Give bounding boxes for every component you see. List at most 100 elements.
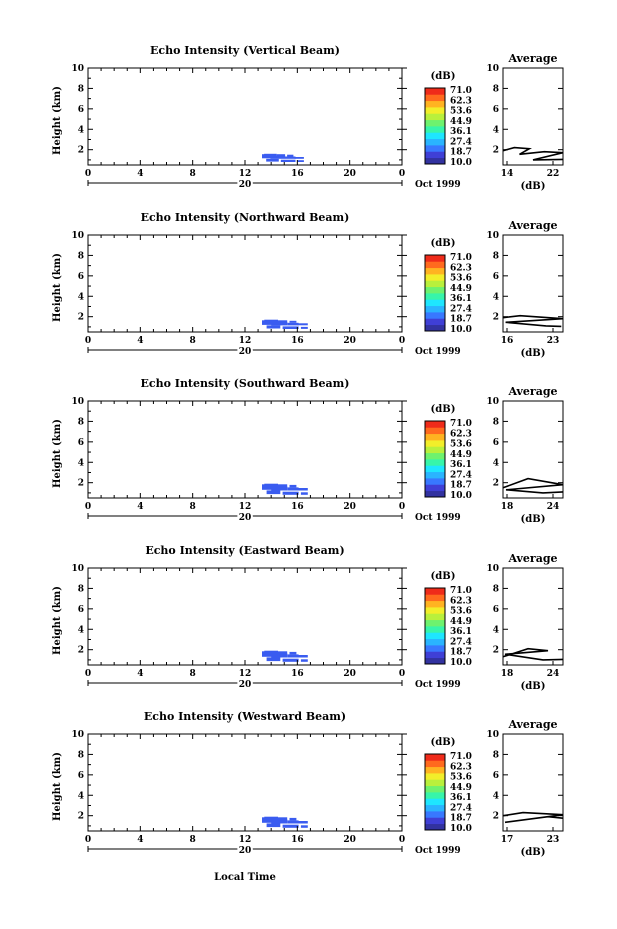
avg-x-axis-label: (dB) <box>521 348 546 359</box>
y-tick-label: 2 <box>78 812 84 822</box>
colorbar-tick-label: 71.0 <box>450 752 472 762</box>
y-tick-label: 8 <box>78 84 84 94</box>
colorbar-tick-label: 53.6 <box>450 607 472 617</box>
colorbar-tick-label: 62.3 <box>450 762 472 772</box>
colorbar-tick-label: 18.7 <box>450 481 472 491</box>
avg-y-tick-label: 10 <box>486 730 499 740</box>
y-tick-label: 8 <box>78 750 84 760</box>
colorbar-segment <box>425 100 445 108</box>
x-tick-label: 0 <box>399 169 405 179</box>
y-tick-label: 6 <box>78 272 84 282</box>
x-tick-label: 20 <box>343 669 356 679</box>
average-frame <box>502 67 564 166</box>
y-axis-label: Height (km) <box>52 752 63 821</box>
avg-y-tick-label: 4 <box>493 625 499 635</box>
colorbar-segment <box>425 600 445 608</box>
x-tick-label: 12 <box>239 835 252 845</box>
colorbar-tick-label: 10.0 <box>450 491 472 501</box>
echo-cell <box>294 157 304 159</box>
colorbar-tick-label: 27.4 <box>450 304 472 314</box>
panel-title: Echo Intensity (Northward Beam) <box>141 211 350 224</box>
date-label: Oct 1999 <box>415 347 461 357</box>
colorbar-segment <box>425 88 445 95</box>
colorbar-tick-label: 27.4 <box>450 470 472 480</box>
x-tick-label: 12 <box>239 336 252 346</box>
colorbar-segment <box>425 792 445 799</box>
echo-cell <box>297 323 308 326</box>
colorbar-frame <box>424 753 446 831</box>
avg-x-tick-label: 24 <box>547 669 560 679</box>
x-tick-label: 0 <box>399 835 405 845</box>
echo-cell <box>266 657 281 662</box>
avg-y-tick-label: 8 <box>493 750 499 760</box>
colorbar-segment <box>425 588 445 595</box>
echo-cell <box>297 160 304 162</box>
x-tick-label: 16 <box>291 835 304 845</box>
avg-y-tick-label: 2 <box>493 646 499 656</box>
colorbar-unit: (dB) <box>431 737 456 748</box>
colorbar-segment <box>425 293 445 300</box>
colorbar-segment <box>425 785 445 793</box>
colorbar-segment <box>425 113 445 121</box>
avg-x-tick-label: 23 <box>547 336 560 346</box>
echo-cell <box>300 492 308 495</box>
panel-title: Echo Intensity (Eastward Beam) <box>145 544 344 557</box>
colorbar-tick-label: 44.9 <box>450 450 472 460</box>
y-axis-label: Height (km) <box>52 86 63 155</box>
day-label: 20 <box>239 347 252 357</box>
colorbar-tick-label: 18.7 <box>450 315 472 325</box>
colorbar-segment <box>425 657 445 665</box>
echo-cell <box>280 159 296 162</box>
average-title: Average <box>507 552 557 565</box>
colorbar-segment <box>425 126 445 133</box>
panel-4: Echo Intensity (Westward Beam) 10 8 6 4 2 Heig… <box>52 710 564 858</box>
colorbar-tick-label: 53.6 <box>450 274 472 284</box>
y-tick-label: 6 <box>78 771 84 781</box>
echo-cell <box>266 823 281 828</box>
x-tick-label: 4 <box>137 835 143 845</box>
avg-y-tick-label: 10 <box>486 397 499 407</box>
average-title: Average <box>507 718 557 731</box>
echo-cell <box>289 484 297 488</box>
x-tick-label: 4 <box>137 669 143 679</box>
colorbar-segment <box>425 804 445 812</box>
x-tick-label: 0 <box>399 502 405 512</box>
x-tick-label: 0 <box>85 336 91 346</box>
colorbar-segment <box>425 305 445 313</box>
colorbar-segment <box>425 324 445 332</box>
average-profile-line <box>502 314 564 328</box>
x-tick-label: 8 <box>190 169 196 179</box>
echo-cell <box>282 326 299 329</box>
colorbar-segment <box>425 261 445 269</box>
colorbar-segment <box>425 823 445 831</box>
echo-cell <box>282 491 299 495</box>
colorbar-segment <box>425 280 445 288</box>
colorbar-frame <box>424 254 446 332</box>
colorbar-tick-label: 53.6 <box>450 107 472 117</box>
y-tick-label: 10 <box>71 564 84 574</box>
x-tick-label: 20 <box>343 835 356 845</box>
x-tick-label: 0 <box>85 502 91 512</box>
colorbar-frame <box>424 587 446 665</box>
colorbar-tick-label: 71.0 <box>450 586 472 596</box>
echo-cell <box>278 817 288 821</box>
colorbar-segment <box>425 312 445 319</box>
colorbar-segment <box>425 817 445 825</box>
colorbar-segment <box>425 107 445 114</box>
echo-cell <box>278 320 288 324</box>
colorbar-tick-label: 10.0 <box>450 658 472 668</box>
echo-cell <box>289 651 297 655</box>
colorbar-tick-label: 44.9 <box>450 117 472 127</box>
colorbar-unit: (dB) <box>431 238 456 249</box>
date-label: Oct 1999 <box>415 680 461 690</box>
echo-cell <box>264 319 278 324</box>
y-axis-label: Height (km) <box>52 253 63 322</box>
y-tick-label: 10 <box>71 730 84 740</box>
avg-y-tick-label: 10 <box>486 231 499 241</box>
colorbar-segment <box>425 754 445 761</box>
colorbar-tick-label: 53.6 <box>450 440 472 450</box>
y-tick-label: 4 <box>78 125 84 135</box>
avg-x-tick-label: 16 <box>501 336 514 346</box>
average-frame <box>502 733 564 832</box>
colorbar-tick-label: 36.1 <box>450 460 472 470</box>
